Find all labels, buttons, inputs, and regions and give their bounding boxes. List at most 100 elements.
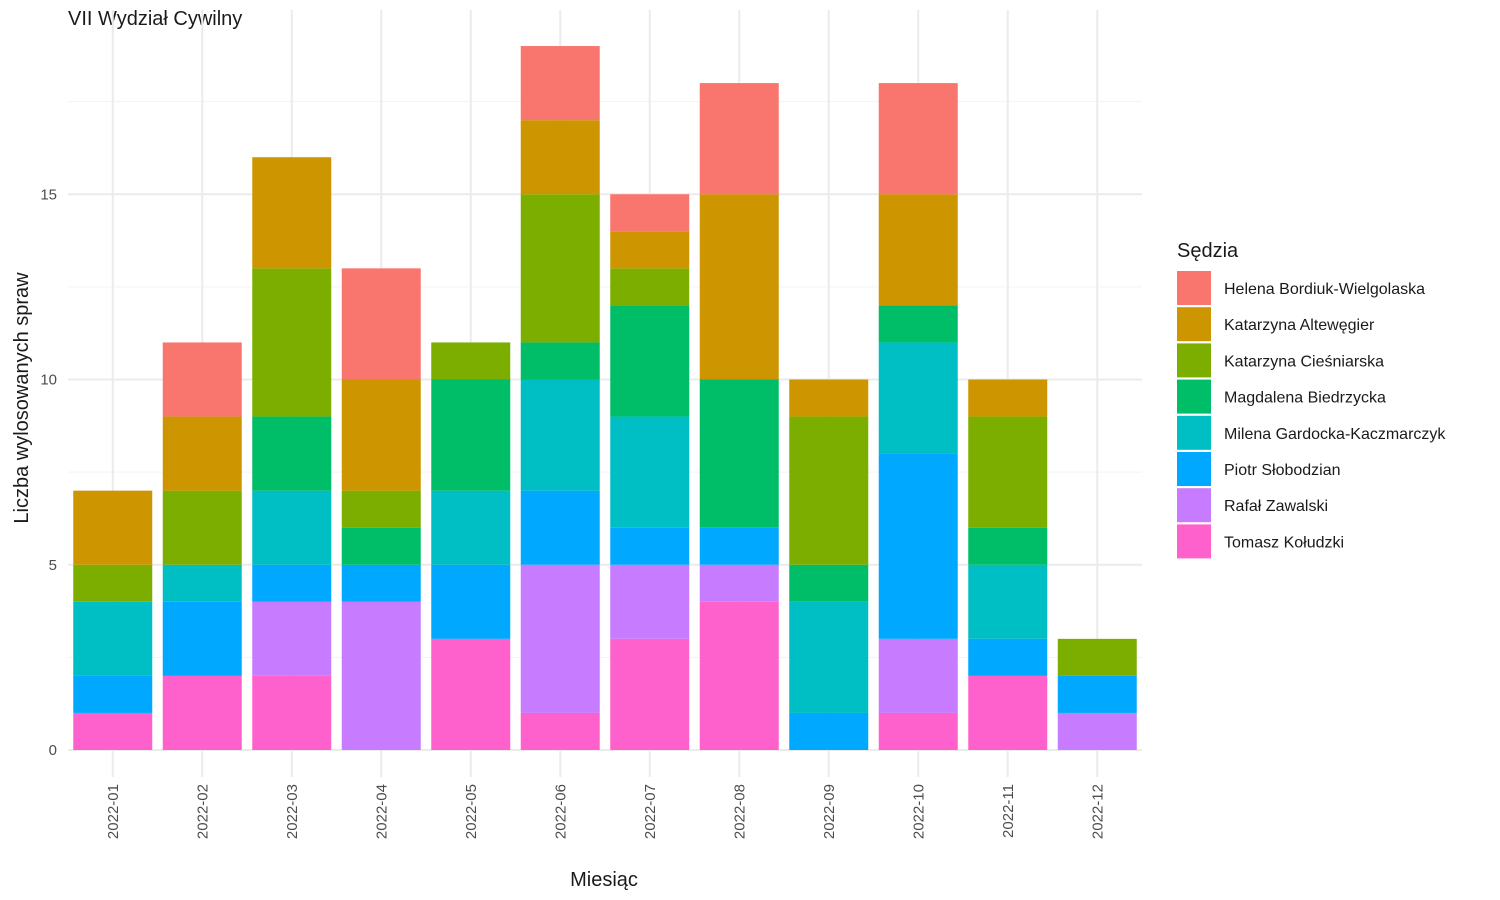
legend-label: Katarzyna Cieśniarska [1224,353,1384,370]
bar-segment [73,712,153,750]
bar-segment [341,601,421,750]
x-tick-label: 2022-03 [284,784,301,839]
bar-segment [610,527,690,565]
x-tick-label: 2022-06 [552,784,569,839]
bar-segment [878,712,958,750]
legend-label: Rafał Zawalski [1224,498,1328,515]
bar-segment [610,638,690,750]
bar-segment [789,564,869,602]
bar-segment [252,268,332,417]
bar-segment [431,342,511,380]
bar-segment [73,490,153,565]
x-tick-label: 2022-04 [373,784,390,839]
bar-segment [699,194,779,380]
legend-key [1177,452,1211,486]
bar-segment [968,675,1048,750]
bar-segment [252,675,332,750]
y-axis-label: Liczba wylosowanych spraw [11,272,33,524]
bar-segment [878,638,958,713]
bar-segment [162,490,242,565]
bar-segment [610,231,690,269]
x-axis-ticks: 2022-01 2022-02 2022-03 2022-04 2022-05 2022-… [105,784,1107,839]
bar-segment [878,305,958,343]
x-tick-label: 2022-08 [731,784,748,839]
bar-segment [610,416,690,528]
y-tick-label: 10 [40,372,57,389]
bar-segment [431,564,511,639]
legend-label: Helena Bordiuk-Wielgolaska [1224,281,1425,298]
bar-segment [610,194,690,232]
bar-segment [699,83,779,195]
bar-segment [520,712,600,750]
chart-title: VII Wydział Cywilny [68,8,243,30]
bar-segment [1057,638,1137,676]
bar-segment [252,490,332,565]
bar-segment [73,601,153,676]
bar-segment [252,157,332,269]
bar-segment [162,564,242,602]
legend-key [1177,488,1211,523]
bar-segment [431,490,511,565]
x-tick-label: 2022-07 [642,784,659,839]
bar-segment [610,268,690,306]
y-tick-label: 0 [49,742,57,759]
bar-segment [699,379,779,528]
bar-segment [520,46,600,121]
bar-segment [610,564,690,639]
bar-segment [341,379,421,491]
bar-segment [520,342,600,380]
x-tick-label: 2022-09 [821,784,838,839]
bar-segment [1057,712,1137,750]
bar-segment [610,305,690,417]
bar-segment [968,379,1048,417]
legend-label: Piotr Słobodzian [1224,462,1341,479]
bar-segment [162,416,242,491]
bar-segment [252,564,332,602]
legend-key [1177,271,1211,305]
bar-segment [699,527,779,565]
bar-segment [878,194,958,306]
bar-segment [789,379,869,417]
bar-segment [162,342,242,417]
bar-segment [878,342,958,454]
y-tick-label: 5 [49,557,57,574]
bar-segment [789,601,869,713]
bar-segment [520,194,600,343]
legend-key [1177,415,1211,450]
bar-segment [431,379,511,491]
y-tick-label: 15 [40,186,57,203]
bar-segment [878,83,958,195]
legend-title: Sędzia [1177,240,1239,262]
bar-segment [341,564,421,602]
bar-segment [789,416,869,565]
legend-key [1177,343,1211,378]
bars [73,46,1137,750]
x-tick-label: 2022-11 [1000,784,1017,838]
legend-label: Magdalena Biedrzycka [1224,390,1386,407]
bar-segment [341,268,421,380]
bar-segment [520,120,600,195]
bar-segment [968,638,1048,676]
legend-label: Milena Gardocka-Kaczmarczyk [1224,426,1446,443]
x-tick-label: 2022-10 [910,784,927,839]
legend-label: Katarzyna Altewęgier [1224,317,1375,334]
legend-key [1177,379,1211,414]
bar-segment [520,379,600,491]
bar-segment [520,564,600,713]
y-axis-ticks: 0 5 10 15 [40,186,57,759]
legend-key [1177,524,1211,559]
bar-segment [341,490,421,528]
x-tick-label: 2022-02 [194,784,211,839]
bar-segment [341,527,421,565]
bar-segment [968,564,1048,639]
bar-segment [968,527,1048,565]
x-tick-label: 2022-12 [1089,784,1106,839]
bar-segment [520,490,600,565]
bar-segment [162,675,242,750]
bar-segment [73,564,153,602]
legend-key [1177,307,1211,342]
bar-segment [878,453,958,639]
x-tick-label: 2022-01 [105,784,122,839]
legend: Sędzia Helena Bordiuk-Wielgolaska Katarzy… [1177,240,1446,559]
